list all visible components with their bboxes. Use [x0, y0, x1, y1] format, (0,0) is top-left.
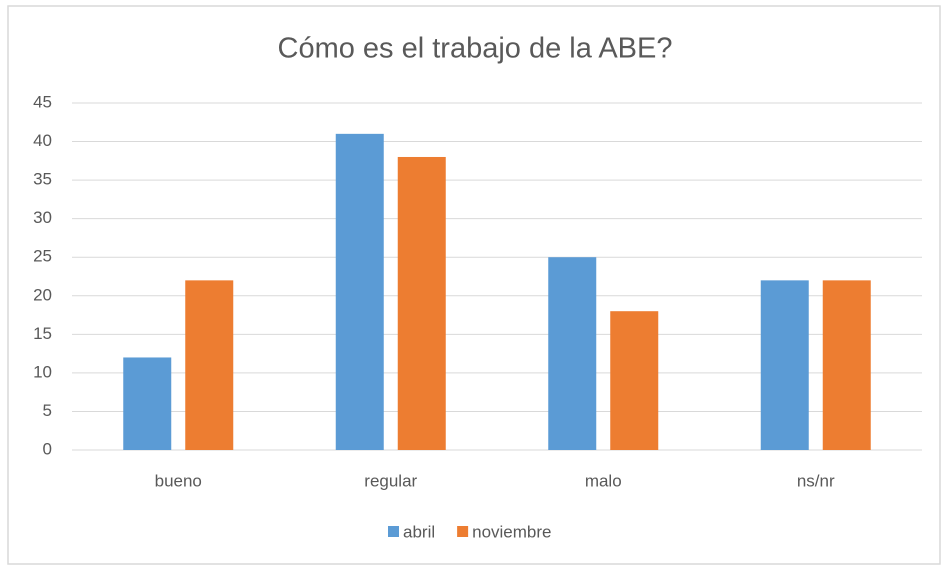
- x-tick-label: malo: [585, 471, 622, 490]
- y-tick-label: 35: [33, 170, 52, 189]
- y-tick-label: 30: [33, 208, 52, 227]
- bar: [335, 133, 384, 450]
- x-tick-label: bueno: [155, 471, 202, 490]
- bar: [123, 357, 172, 450]
- legend-label: abril: [403, 522, 435, 541]
- legend-label: noviembre: [472, 522, 551, 541]
- y-tick-label: 15: [33, 324, 52, 343]
- legend-swatch: [388, 526, 399, 537]
- bar: [760, 280, 809, 450]
- y-tick-label: 25: [33, 247, 52, 266]
- bar: [397, 156, 446, 450]
- bar: [610, 311, 659, 450]
- y-tick-label: 10: [33, 362, 52, 381]
- legend-swatch: [457, 526, 469, 537]
- chart-title: Cómo es el trabajo de la ABE?: [278, 33, 673, 65]
- y-tick-label: 0: [43, 439, 52, 458]
- bar: [822, 280, 871, 450]
- x-tick-label: regular: [364, 471, 417, 490]
- y-tick-label: 40: [33, 131, 52, 150]
- x-tick-label: ns/nr: [797, 471, 835, 490]
- y-tick-label: 45: [33, 92, 52, 111]
- bar: [548, 257, 597, 450]
- y-tick-label: 5: [43, 401, 52, 420]
- bar: [185, 280, 234, 450]
- y-tick-label: 20: [33, 285, 52, 304]
